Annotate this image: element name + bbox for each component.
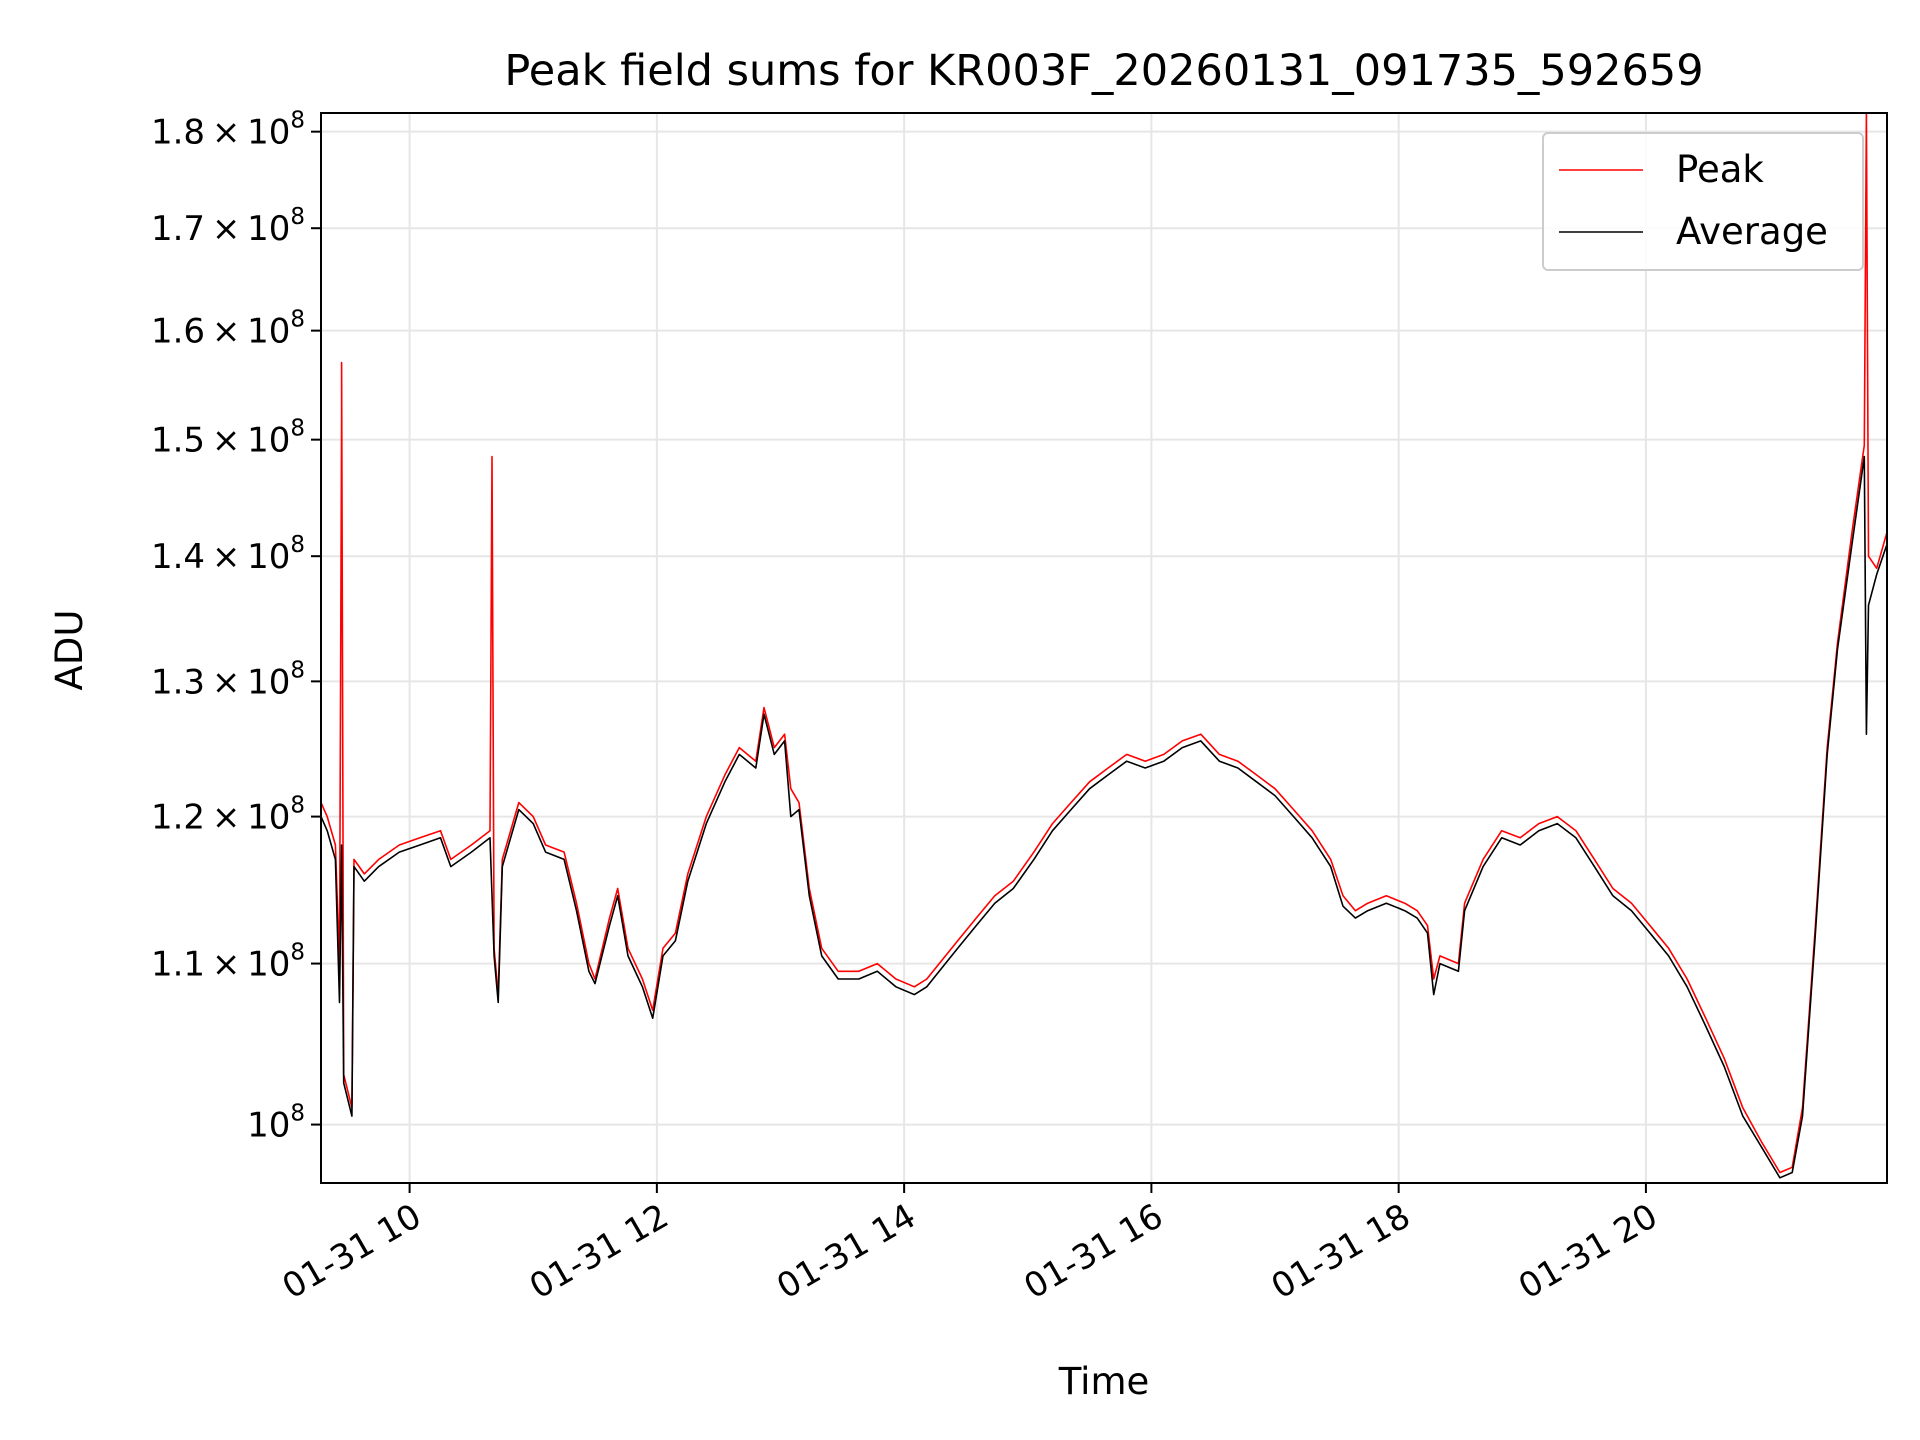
y-tick-label: 1.2 × 108: [151, 793, 305, 838]
x-axis-label: Time: [1058, 1360, 1150, 1403]
series-lines: [320, 112, 1888, 1179]
y-tick-label: 1.8 × 108: [151, 108, 305, 153]
series-line-average: [320, 455, 1888, 1179]
y-tick-label: 1.7 × 108: [151, 204, 305, 249]
y-axis-label: ADU: [48, 610, 91, 691]
y-tick-label: 1.4 × 108: [151, 532, 305, 577]
gridlines: [321, 113, 1887, 1183]
plot-frame: [320, 112, 1888, 1184]
y-tick-label: 108: [247, 1101, 305, 1146]
legend: Peak Average: [1542, 132, 1864, 271]
legend-label-peak: Peak: [1676, 148, 1764, 191]
legend-box: [1542, 132, 1864, 271]
legend-label-average: Average: [1676, 210, 1828, 253]
y-tick-label: 1.5 × 108: [151, 416, 305, 461]
y-tick-label: 1.3 × 108: [151, 657, 305, 702]
chart-title: Peak field sums for KR003F_20260131_0917…: [504, 46, 1703, 96]
y-axis-ticks: 108 1.1 × 108 1.2 × 108 1.3 × 108 1.4 × 108 1…: [151, 108, 321, 1146]
y-tick-label: 1.1 × 108: [151, 940, 305, 985]
y-tick-label: 1.6 × 108: [151, 307, 305, 352]
